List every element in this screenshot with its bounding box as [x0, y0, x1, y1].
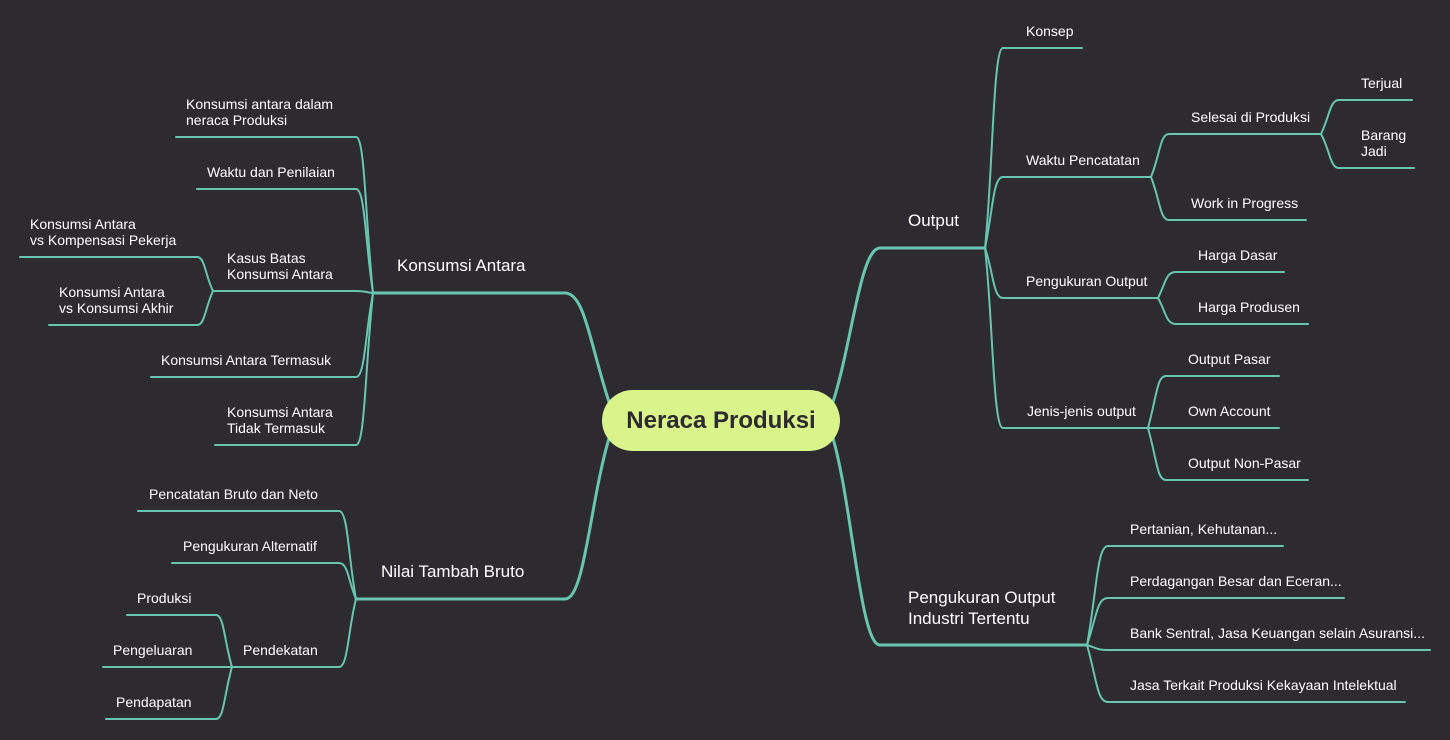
- connector-industri-perdagangan: [1086, 597, 1109, 646]
- node-output[interactable]: Output: [908, 211, 960, 230]
- node-termasuk[interactable]: Konsumsi Antara Termasuk: [161, 352, 332, 368]
- root-node[interactable]: Neraca Produksi: [602, 390, 840, 451]
- node-jasa-kekayaan[interactable]: Jasa Terkait Produksi Kekayaan Intelektu…: [1130, 677, 1397, 693]
- connector-pendekatan-produksi: [215, 614, 233, 668]
- node-jenis-output[interactable]: Jenis-jenis output: [1027, 403, 1136, 419]
- connector-selesai-terjual: [1320, 99, 1340, 135]
- connector-kasus-vs-kompensasi: [196, 256, 214, 292]
- node-pengukuran-output[interactable]: Pengukuran Output: [1026, 273, 1148, 289]
- connector-output-jenis: [984, 247, 1004, 429]
- node-harga-dasar[interactable]: Harga Dasar: [1198, 247, 1278, 263]
- connector-ka-kasus-batas: [355, 290, 374, 294]
- connector-ka-termasuk: [355, 292, 374, 378]
- node-pengukuran-industri[interactable]: Pengukuran Output Industri Tertentu: [908, 588, 1056, 628]
- connector-ka-tidak-termasuk: [355, 292, 374, 446]
- connector-industri-bank: [1086, 644, 1109, 651]
- node-pendekatan[interactable]: Pendekatan: [243, 642, 318, 658]
- connector-selesai-barang-jadi: [1320, 133, 1340, 169]
- node-output-pasar[interactable]: Output Pasar: [1188, 351, 1271, 367]
- root-label: Neraca Produksi: [626, 406, 816, 434]
- connector-root-nilai-tambah: [563, 433, 612, 601]
- node-harga-produsen[interactable]: Harga Produsen: [1198, 299, 1300, 315]
- connector-jenis-pasar: [1147, 375, 1167, 429]
- connector-pendekatan-pendapatan: [215, 666, 233, 720]
- node-konsumsi-antara[interactable]: Konsumsi Antara: [397, 256, 526, 275]
- connector-output-konsep: [984, 47, 1004, 249]
- node-alternatif[interactable]: Pengukuran Alternatif: [183, 538, 317, 554]
- node-pertanian[interactable]: Pertanian, Kehutanan...: [1130, 521, 1278, 537]
- node-nilai-tambah-bruto[interactable]: Nilai Tambah Bruto: [381, 562, 525, 581]
- connector-waktu-selesai: [1150, 133, 1170, 178]
- connector-waktu-wip: [1150, 176, 1170, 221]
- node-terjual[interactable]: Terjual: [1361, 75, 1403, 91]
- connector-ntb-pendekatan: [338, 598, 357, 668]
- node-bank-sentral[interactable]: Bank Sentral, Jasa Keuangan selain Asura…: [1130, 625, 1425, 641]
- connector-root-konsumsi-antara: [563, 291, 612, 407]
- node-perdagangan[interactable]: Perdagangan Besar dan Eceran...: [1130, 573, 1342, 589]
- node-output-non-pasar[interactable]: Output Non-Pasar: [1188, 455, 1301, 471]
- node-pendapatan[interactable]: Pendapatan: [116, 694, 192, 710]
- node-waktu-pencatatan[interactable]: Waktu Pencatatan: [1026, 152, 1140, 168]
- connector-kasus-vs-akhir: [196, 290, 214, 326]
- node-waktu-penilaian[interactable]: Waktu dan Penilaian: [207, 164, 335, 180]
- connector-ka-waktu-penilaian: [355, 188, 374, 294]
- node-produksi[interactable]: Produksi: [137, 590, 192, 606]
- node-barang-jadi[interactable]: Barang Jadi: [1361, 127, 1407, 159]
- connector-root-output: [830, 246, 882, 407]
- node-work-in-progress[interactable]: Work in Progress: [1191, 195, 1299, 211]
- connector-jenis-non-pasar: [1147, 427, 1167, 481]
- connector-pengukuran-harga-dasar: [1157, 271, 1177, 299]
- node-bruto-neto[interactable]: Pencatatan Bruto dan Neto: [149, 486, 318, 502]
- node-pengeluaran[interactable]: Pengeluaran: [113, 642, 193, 658]
- connector-root-pengukuran-industri: [830, 433, 882, 647]
- connector-industri-pertanian: [1086, 545, 1109, 646]
- node-kasus-batas[interactable]: Kasus Batas Konsumsi Antara: [227, 250, 333, 282]
- node-tidak-termasuk[interactable]: Konsumsi Antara Tidak Termasuk: [227, 404, 333, 436]
- connector-industri-jasa: [1086, 644, 1109, 703]
- node-dalam-neraca[interactable]: Konsumsi antara dalam neraca Produksi: [186, 96, 334, 128]
- node-own-account[interactable]: Own Account: [1188, 403, 1271, 419]
- connector-ntb-alternatif: [338, 562, 357, 600]
- node-vs-akhir[interactable]: Konsumsi Antara vs Konsumsi Akhir: [59, 284, 174, 316]
- node-vs-kompensasi[interactable]: Konsumsi Antara vs Kompensasi Pekerja: [30, 216, 177, 248]
- connector-pengukuran-harga-produsen: [1157, 297, 1177, 325]
- connector-output-waktu: [984, 176, 1004, 249]
- connector-ntb-bruto-neto: [338, 510, 357, 600]
- node-selesai-di-produksi[interactable]: Selesai di Produksi: [1191, 109, 1311, 125]
- node-konsep[interactable]: Konsep: [1026, 23, 1074, 39]
- connector-output-pengukuran: [984, 247, 1004, 299]
